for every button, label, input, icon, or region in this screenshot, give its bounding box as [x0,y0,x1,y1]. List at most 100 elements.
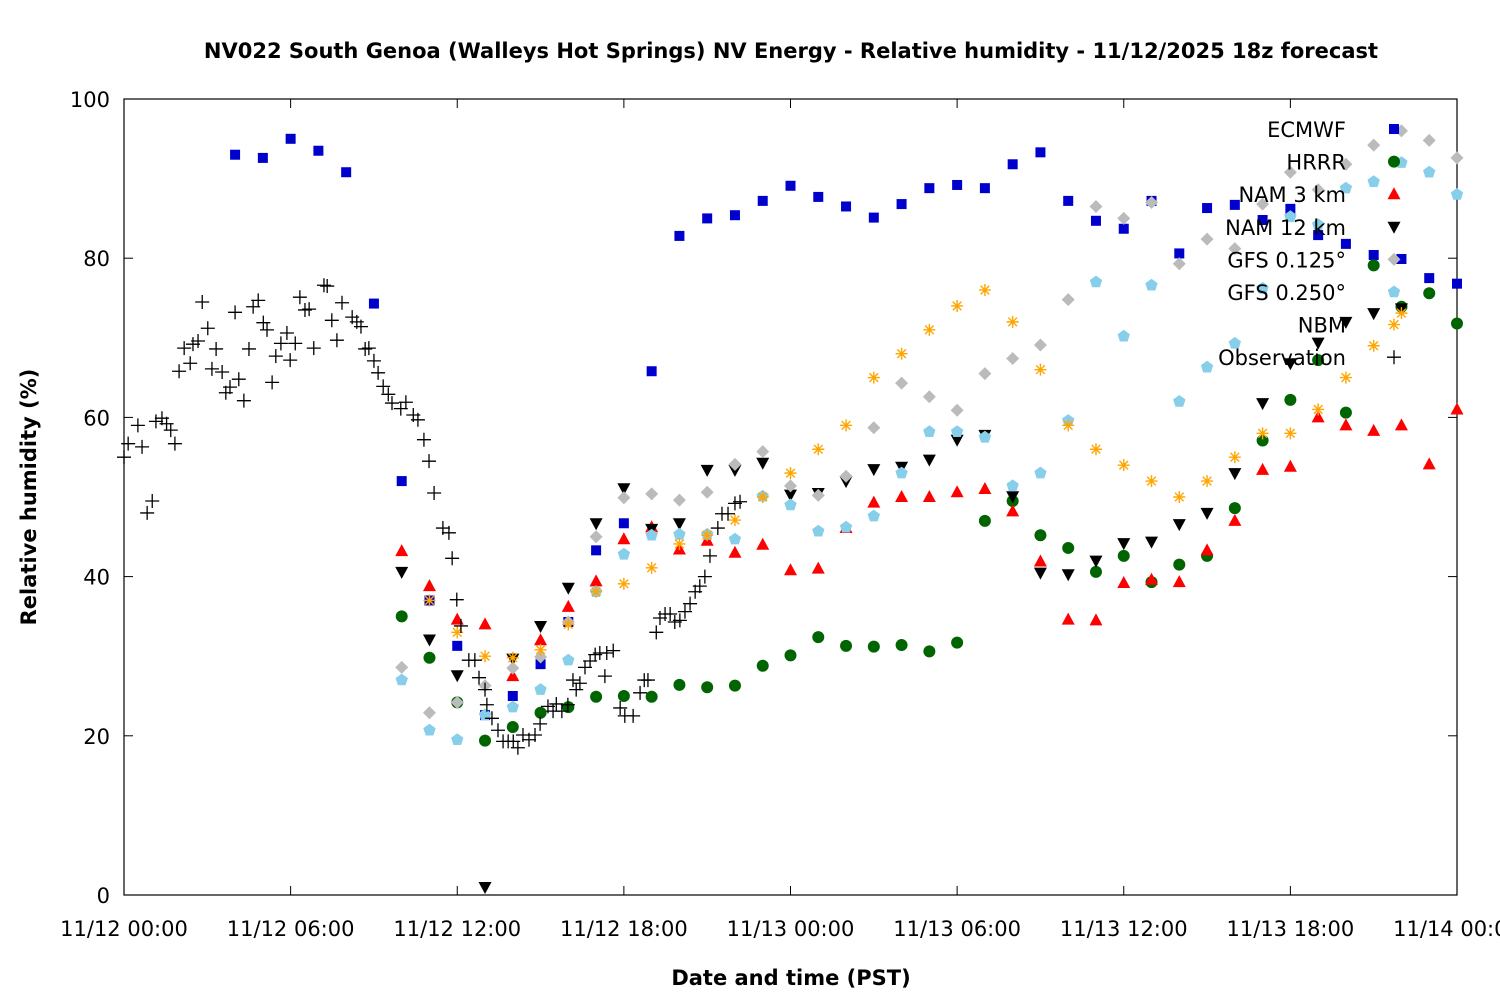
data-point-nam-3-km [589,574,603,587]
data-point-nbm [867,371,880,384]
data-point-nbm [840,419,853,432]
data-point-hrrr [1228,502,1241,515]
series-gfs-0-125 [395,124,1464,720]
data-point-ecmwf [757,195,768,206]
data-point-observation [410,412,425,427]
data-point-nbm [1201,475,1214,488]
data-point-nam-3-km [450,612,464,625]
data-point-observation [218,385,233,400]
data-point-gfs-0-250 [1450,188,1464,200]
data-point-nam-12-km [478,882,492,895]
data-point-hrrr [645,690,658,703]
data-point-nam-12-km [1339,316,1353,329]
x-tick-label: 11/14 00:00 [1393,917,1500,941]
data-point-nam-12-km [1089,555,1103,568]
data-point-nbm [728,514,741,527]
data-point-observation [422,454,437,469]
data-point-nam-3-km [950,485,964,498]
data-point-observation [710,521,725,536]
data-point-observation [140,505,155,520]
data-point-observation [366,353,381,368]
data-point-nbm [1284,427,1297,440]
data-point-observation [209,341,224,356]
data-point-gfs-0-250 [1284,210,1297,223]
data-point-nbm [479,650,492,663]
series-ecmwf [230,133,1462,721]
data-point-nam-12-km [1200,507,1214,520]
data-point-observation [316,278,331,293]
data-point-observation [381,387,396,402]
data-point-hrrr [1089,565,1102,578]
x-tick-label: 11/13 00:00 [727,917,855,941]
legend-marker-observation [1387,350,1401,365]
data-point-nam-12-km [867,464,881,477]
data-point-observation [195,294,210,309]
x-tick-label: 11/12 00:00 [60,917,188,941]
data-point-nbm [617,577,630,590]
data-point-nam-3-km [1283,459,1297,472]
data-point-nam-3-km [756,537,770,550]
data-point-gfs-0-125 [1117,211,1131,225]
data-point-nam-12-km [617,483,631,496]
data-point-observation [449,592,464,607]
data-point-nam-3-km [1117,575,1131,588]
data-point-nbm [784,467,797,480]
data-point-nam-3-km [1311,410,1325,423]
data-point-nam-12-km [561,582,575,595]
data-point-observation [236,393,251,408]
data-point-nam-3-km [617,532,631,545]
data-point-hrrr [423,651,436,664]
data-point-observation [677,604,692,619]
data-point-nbm [1006,315,1019,328]
data-point-observation [626,708,641,723]
data-point-gfs-0-250 [1200,360,1214,373]
data-point-gfs-0-250 [1339,181,1353,194]
data-point-observation [565,673,580,688]
data-point-observation [479,697,494,712]
data-point-observation [292,290,307,305]
data-point-gfs-0-125 [617,491,631,505]
data-point-gfs-0-250 [1145,278,1158,291]
data-point-nam-12-km [395,566,409,579]
legend-label-nam-12-km: NAM 12 km [1225,216,1346,240]
legend-label-ecmwf: ECMWF [1267,118,1346,142]
x-axis-label: Date and time (PST) [671,966,910,990]
data-point-observation [649,625,664,640]
data-point-observation [130,418,145,433]
data-point-ecmwf [924,183,935,194]
data-point-gfs-0-250 [728,532,742,545]
data-point-nam-3-km [1006,504,1020,517]
data-point-nbm [1256,427,1269,440]
data-point-gfs-0-125 [1450,151,1464,165]
data-point-nam-12-km [1228,468,1242,481]
data-point-nam-3-km [1339,418,1353,431]
data-point-nbm [1339,371,1352,384]
data-point-gfs-0-250 [423,723,436,736]
data-point-ecmwf [452,640,463,651]
data-point-ecmwf [1063,195,1074,206]
data-point-nbm [1145,475,1158,488]
data-point-observation [398,395,413,410]
data-point-hrrr [673,678,686,691]
data-point-ecmwf [1340,238,1351,249]
data-point-ecmwf [1424,273,1435,284]
data-point-gfs-0-250 [1312,218,1325,230]
data-point-observation [283,353,298,368]
data-point-gfs-0-250 [451,733,464,745]
data-point-nam-3-km [395,544,409,557]
data-point-observation [613,700,628,715]
data-point-ecmwf [230,149,241,160]
data-point-nam-12-km [756,457,770,470]
data-point-ecmwf [729,210,740,221]
data-point-observation [416,432,431,447]
data-point-hrrr [978,514,991,527]
data-point-ecmwf [1285,203,1296,214]
data-point-hrrr [1256,434,1269,447]
legend-label-gfs-0-250: GFS 0.250° [1227,281,1346,305]
legend-marker-ecmwf [1389,124,1399,134]
data-point-observation [172,364,187,379]
data-point-gfs-0-125 [1200,232,1214,246]
data-point-observation [273,336,288,351]
data-point-nam-12-km [1256,398,1270,411]
data-point-nam-3-km [728,545,742,558]
